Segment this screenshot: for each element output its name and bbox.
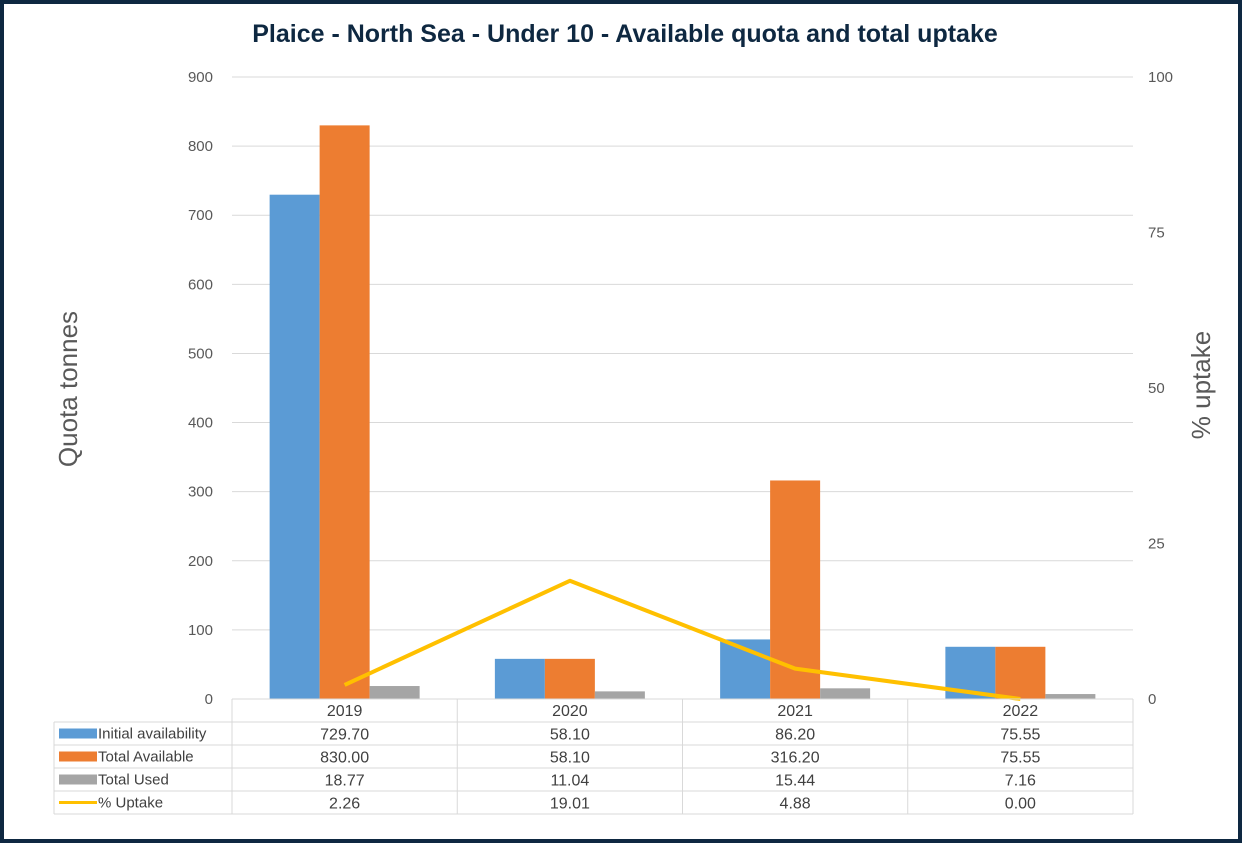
y-tick-label: 800 xyxy=(188,138,213,155)
chart-title: Plaice - North Sea - Under 10 - Availabl… xyxy=(252,20,998,48)
y-tick-label: 200 xyxy=(188,553,213,570)
data-table-cell: 18.77 xyxy=(325,773,365,790)
data-table-cell: 75.55 xyxy=(1000,750,1040,767)
y2-tick-label: 75 xyxy=(1148,225,1165,242)
gridlines xyxy=(232,76,1133,700)
data-table-cell: 316.20 xyxy=(771,750,820,767)
bars-group xyxy=(269,125,1096,699)
y-tick-label: 0 xyxy=(205,691,213,708)
bar-total-used-2022 xyxy=(1045,694,1096,699)
x-category-label: 2020 xyxy=(552,703,588,720)
legend-label: Total Available xyxy=(98,749,194,766)
bar-total-available-2020 xyxy=(544,658,595,699)
x-category-label: 2022 xyxy=(1003,703,1039,720)
data-table-cell: 0.00 xyxy=(1005,796,1036,813)
y-tick-label: 900 xyxy=(188,69,213,86)
y-tick-label: 500 xyxy=(188,345,213,362)
data-table-cell: 19.01 xyxy=(550,796,590,813)
data-table-cell: 4.88 xyxy=(780,796,811,813)
legend-label: Initial availability xyxy=(98,726,207,743)
y2-tick-label: 25 xyxy=(1148,536,1165,553)
bar-total-available-2021 xyxy=(770,480,821,699)
uptake-line-group xyxy=(343,578,1021,701)
x-category-label: 2019 xyxy=(327,703,363,720)
bar-total-available-2022 xyxy=(995,646,1046,699)
y2-tick-label: 100 xyxy=(1148,69,1173,86)
data-table-cell: 75.55 xyxy=(1000,727,1040,744)
left-axis-ticks: 0 100 200 300 400 500 600 700 800 900 xyxy=(188,69,213,708)
data-table: 2019 2020 2021 2022 Initial availability 729.… xyxy=(53,698,1134,815)
data-table-cell: 86.20 xyxy=(775,727,815,744)
y-tick-label: 600 xyxy=(188,276,213,293)
data-table-cell: 7.16 xyxy=(1005,773,1036,790)
data-table-cell: 58.10 xyxy=(550,750,590,767)
legend-swatch xyxy=(59,728,97,739)
y-tick-label: 300 xyxy=(188,484,213,501)
legend-label: Total Used xyxy=(98,772,169,789)
bar-total-used-2019 xyxy=(369,686,420,699)
x-category-label: 2021 xyxy=(777,703,813,720)
bar-initial-availability-2019 xyxy=(269,194,320,699)
data-table-cell: 11.04 xyxy=(550,773,589,790)
bar-total-available-2019 xyxy=(319,125,370,699)
legend-swatch xyxy=(59,774,97,785)
data-table-cell: 58.10 xyxy=(550,727,590,744)
y-axis-title: Quota tonnes xyxy=(53,311,83,467)
y2-axis-title: % uptake xyxy=(1186,331,1216,439)
bar-total-used-2020 xyxy=(594,691,645,699)
y-tick-label: 100 xyxy=(188,622,213,639)
y-tick-label: 700 xyxy=(188,207,213,224)
data-table-cell: 2.26 xyxy=(329,796,360,813)
legend-swatch xyxy=(59,751,97,762)
y-tick-label: 400 xyxy=(188,415,213,432)
uptake-line xyxy=(343,578,1021,701)
y2-tick-label: 0 xyxy=(1148,691,1156,708)
y2-tick-label: 50 xyxy=(1148,380,1165,397)
bar-total-used-2021 xyxy=(820,688,871,699)
data-table-cell: 15.44 xyxy=(775,773,815,790)
right-axis-ticks: 0 25 50 75 100 xyxy=(1148,69,1173,708)
data-table-cell: 830.00 xyxy=(320,750,369,767)
data-table-cell: 729.70 xyxy=(320,727,369,744)
bar-initial-availability-2020 xyxy=(494,658,545,699)
legend-label: % Uptake xyxy=(98,795,163,812)
